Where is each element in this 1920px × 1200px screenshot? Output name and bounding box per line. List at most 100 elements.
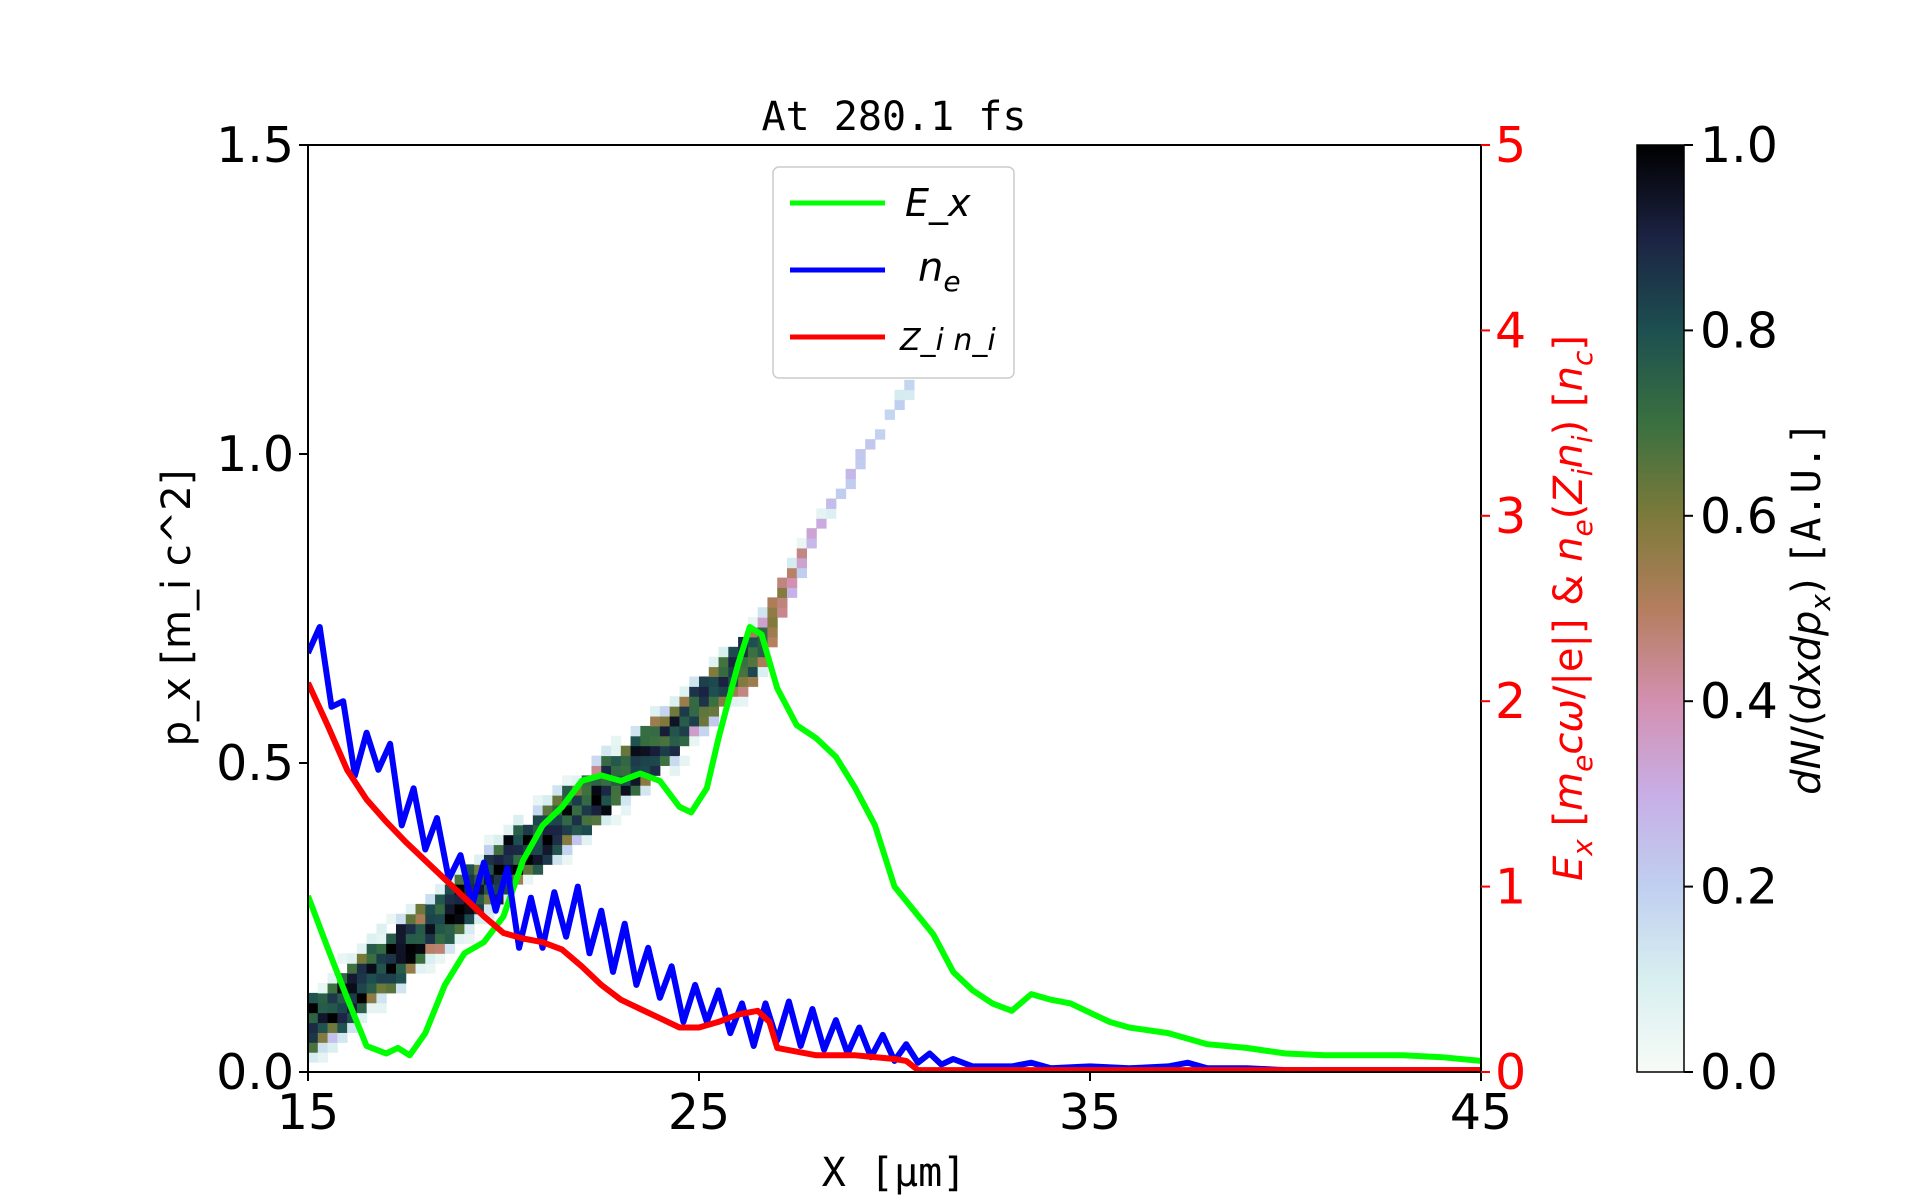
heatmap-cell (640, 745, 651, 757)
heatmap-cell (405, 953, 417, 964)
heatmap-cell (327, 1002, 338, 1014)
heatmap-cell (425, 903, 436, 915)
heatmap-cell (806, 538, 817, 549)
heatmap-cell (757, 607, 768, 618)
heatmap-cell (337, 953, 348, 964)
heatmap-cell (513, 824, 524, 836)
heatmap-cell (611, 795, 622, 806)
colorbar-tick-label: 0.0 (1700, 1044, 1778, 1101)
heatmap-cell (523, 834, 534, 846)
heatmap-cell (386, 983, 397, 994)
heatmap-cell (640, 765, 651, 776)
heatmap-cell (747, 656, 759, 668)
heatmap-cell (532, 795, 544, 806)
heatmap-cell (405, 963, 417, 974)
heatmap-cell (444, 933, 456, 944)
heatmap-cell (630, 785, 641, 796)
heatmap-cell (532, 844, 544, 855)
heatmap-cell (659, 716, 671, 727)
heatmap-cell (620, 765, 632, 776)
heatmap-cell (513, 834, 524, 846)
heatmap-cell (708, 716, 720, 727)
heatmap-cell (562, 785, 573, 796)
heatmap-cell (454, 864, 465, 875)
heatmap-cell (845, 468, 856, 480)
heatmap-cell (699, 716, 710, 727)
heatmap-cell (356, 992, 368, 1004)
heatmap-cell (532, 814, 544, 826)
heatmap-cell (699, 725, 710, 737)
heatmap-cell (503, 834, 514, 846)
heatmap-cell (454, 933, 465, 944)
heatmap-cell (454, 913, 465, 925)
x-tick-label: 35 (1059, 1084, 1121, 1141)
heatmap-cell (718, 666, 729, 677)
heatmap-cell (542, 805, 553, 816)
colorbar-tick-label: 0.4 (1700, 673, 1778, 730)
heatmap-cell (327, 973, 338, 984)
heatmap-cell (845, 478, 856, 490)
heatmap-cell (718, 676, 729, 687)
heatmap-cell (767, 607, 778, 618)
heatmap-cell (337, 1002, 348, 1014)
heatmap-cell (562, 805, 573, 816)
heatmap-cell (483, 864, 495, 875)
heatmap-cell (542, 844, 553, 855)
heatmap-cell (679, 725, 690, 737)
x-tick-label: 45 (1450, 1084, 1512, 1141)
heatmap-cell (376, 983, 387, 994)
heatmap-cell (493, 844, 504, 855)
heatmap-cell (542, 854, 553, 865)
heatmap-cell (826, 508, 837, 519)
heatmap-cell (532, 805, 544, 816)
heatmap-cell (699, 706, 710, 717)
heatmap-cell (630, 745, 641, 757)
heatmap-cell (884, 409, 895, 420)
heatmap-cell (454, 903, 465, 915)
heatmap-cell (435, 894, 446, 905)
heatmap-cell (806, 528, 817, 539)
heatmap-cell (757, 646, 768, 658)
heatmap-cell (425, 963, 436, 974)
heatmap-cell (386, 943, 397, 954)
heatmap-cell (552, 785, 563, 796)
heatmap-cell (523, 854, 534, 865)
heatmap-cell (591, 765, 602, 776)
heatmap-cell (601, 785, 612, 796)
x-tick-label: 25 (668, 1084, 730, 1141)
heatmap-cell (464, 864, 475, 875)
heatmap-cell (718, 686, 729, 697)
heatmap-cell (611, 785, 622, 796)
heatmap-cell (679, 686, 690, 697)
heatmap-cell (620, 785, 632, 796)
heatmap-cell (317, 1032, 329, 1043)
heatmap-cell (777, 597, 788, 608)
heatmap-cell (669, 696, 680, 707)
heatmap-cell (777, 587, 788, 598)
colorbar-tick-label: 0.2 (1700, 859, 1778, 916)
heatmap-cell (415, 903, 426, 915)
heatmap-cell (659, 745, 671, 757)
heatmap-cell (444, 903, 456, 915)
heatmap-cell (747, 636, 759, 648)
heatmap-cell (591, 785, 602, 796)
heatmap-cell (708, 666, 720, 677)
heatmap-cell (415, 933, 426, 944)
heatmap-cell (904, 389, 915, 401)
series-line-e_x (308, 624, 1481, 1064)
legend: E_x ne Z_i n_i (772, 166, 1015, 379)
y-axis-label-left: p_x [m_i c^2] (154, 470, 200, 747)
heatmap-cell (308, 1012, 319, 1024)
heatmap-cell (640, 725, 651, 737)
heatmap-cell (464, 933, 475, 944)
heatmap-cell (835, 488, 847, 499)
heatmap-cell (611, 755, 622, 766)
x-tick-label: 15 (277, 1084, 339, 1141)
heatmap-cell (513, 854, 524, 865)
heatmap-cell (571, 824, 583, 836)
heatmap-cell (728, 656, 739, 668)
heatmap-cell (366, 963, 377, 974)
heatmap-cell (386, 963, 397, 974)
heatmap-cell (308, 992, 319, 1004)
